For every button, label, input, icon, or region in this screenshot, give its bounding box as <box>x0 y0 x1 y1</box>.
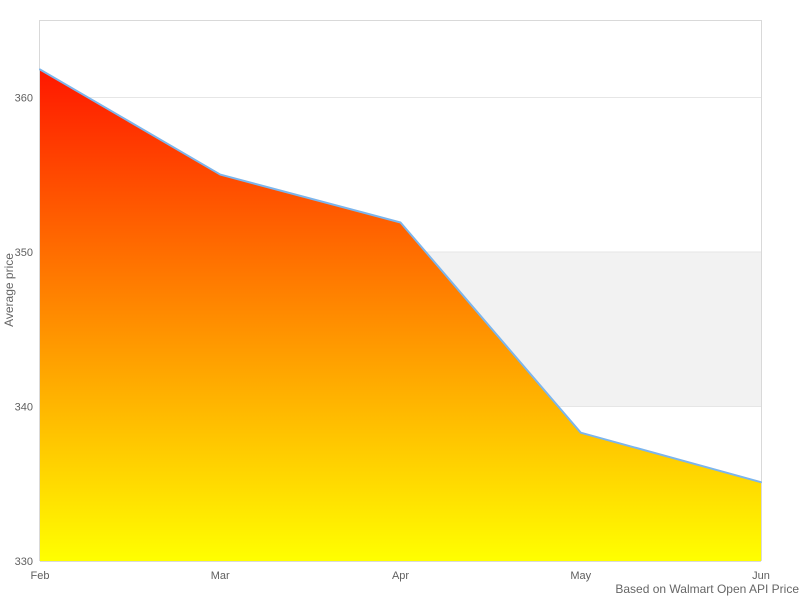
y-axis-title: Average price <box>2 253 16 327</box>
x-tick-label-mar: Mar <box>211 570 230 582</box>
x-tick-label-jun: Jun <box>752 570 770 582</box>
y-tick-label-360: 360 <box>15 92 33 104</box>
x-tick-label-feb: Feb <box>31 570 50 582</box>
x-axis-caption: Based on Walmart Open API Price <box>615 582 799 596</box>
y-tick-label-330: 330 <box>15 556 33 568</box>
y-tick-label-350: 350 <box>15 247 33 259</box>
area-series-line <box>39 68 762 484</box>
y-tick-label-340: 340 <box>15 401 33 413</box>
x-tick-label-apr: Apr <box>392 570 409 582</box>
area-series-fill <box>40 69 761 562</box>
x-tick-label-may: May <box>570 570 591 582</box>
plot-layer: 330 340 350 360 Feb Mar Apr May Jun <box>15 20 770 582</box>
